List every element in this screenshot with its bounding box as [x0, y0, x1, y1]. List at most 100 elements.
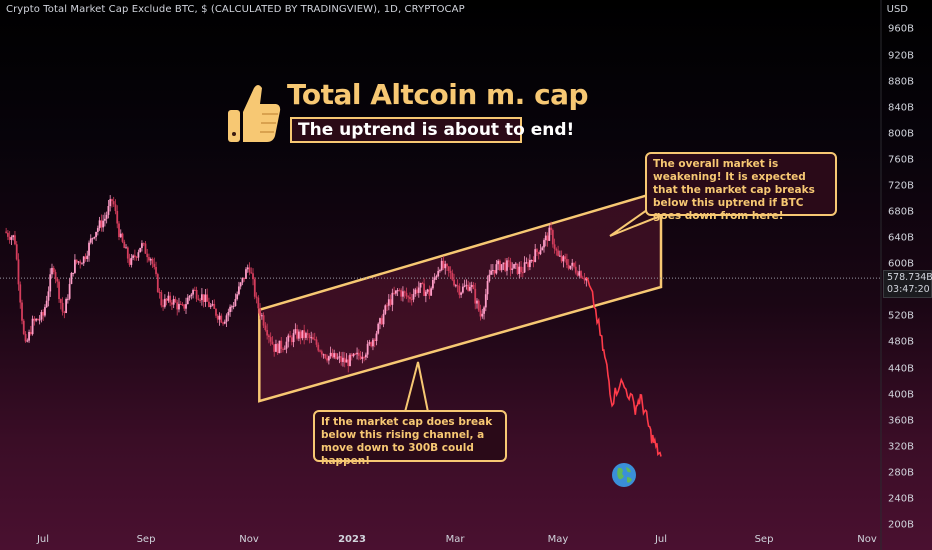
candle-body: [105, 214, 108, 219]
candle-body: [5, 231, 8, 233]
candle-body: [412, 294, 415, 300]
candle-body: [463, 285, 466, 287]
note-bottom: If the market cap does break below this …: [313, 410, 507, 467]
candle-body: [511, 268, 514, 271]
time-tick-label: Jul: [654, 534, 668, 545]
candle-body: [460, 292, 463, 295]
price-tick-label: 400B: [888, 389, 914, 401]
candle-body: [38, 319, 41, 321]
time-tick-label: Jul: [36, 534, 50, 545]
candle-body: [144, 243, 147, 254]
candle-body: [350, 354, 353, 357]
candle-body: [444, 263, 447, 269]
candle-body: [557, 250, 560, 256]
candle-body: [317, 344, 320, 351]
candle-body: [580, 271, 582, 278]
candle-body: [470, 284, 473, 287]
candle-body: [280, 340, 283, 349]
candle-body: [141, 243, 143, 248]
candle-body: [320, 351, 323, 355]
candle-body: [24, 334, 27, 342]
candle-body: [361, 357, 364, 359]
candle-body: [354, 353, 357, 355]
candle-body: [220, 315, 223, 323]
candle-body: [252, 273, 254, 280]
candle-body: [289, 335, 291, 338]
candle-body: [52, 267, 55, 273]
candle-body: [349, 354, 351, 367]
candle-body: [424, 291, 427, 296]
candle-body: [142, 243, 145, 245]
note-right: The overall market is weakening! It is e…: [645, 152, 837, 222]
candle-body: [17, 259, 20, 285]
candle-body: [12, 235, 15, 238]
candle-body: [409, 296, 411, 300]
candle-body: [546, 235, 549, 241]
candle-body: [82, 256, 85, 264]
candle-body: [387, 299, 390, 306]
candle-body: [81, 263, 83, 265]
candle-body: [100, 220, 103, 228]
candle-body: [70, 273, 73, 284]
candle-body: [551, 230, 554, 245]
price-tick-label: 320B: [888, 441, 914, 453]
candle-body: [234, 299, 237, 306]
candle-body: [336, 357, 339, 359]
candle-body: [493, 270, 496, 274]
candle-body: [271, 341, 274, 345]
candle-body: [379, 318, 381, 324]
candle-body: [495, 264, 498, 274]
candle-body: [112, 201, 115, 205]
candle-body: [125, 247, 127, 249]
candle-body: [394, 290, 397, 294]
candle-body: [146, 253, 149, 258]
candle-body: [118, 223, 120, 238]
candle-body: [84, 256, 87, 259]
price-tick-label: 520B: [888, 310, 914, 322]
candle-body: [139, 247, 142, 253]
candle-body: [236, 294, 239, 300]
candle-body: [410, 299, 413, 301]
price-tick-label: 280B: [888, 467, 914, 479]
candle-body: [123, 241, 126, 249]
candle-body: [121, 233, 124, 242]
candle-body: [513, 264, 515, 269]
price-tick-label: 440B: [888, 363, 914, 375]
candle-body: [130, 257, 133, 265]
candle-body: [528, 260, 531, 268]
candle-body: [516, 263, 519, 274]
candle-body: [502, 262, 505, 265]
candle-body: [49, 274, 52, 292]
candle-body: [54, 272, 57, 279]
candle-body: [569, 265, 572, 269]
candle-body: [204, 294, 207, 302]
candle-body: [278, 340, 281, 354]
candle-body: [68, 283, 71, 299]
candle-body: [315, 339, 318, 345]
time-tick-label: Nov: [857, 534, 877, 545]
candle-body: [223, 321, 226, 324]
candle-body: [31, 318, 34, 335]
candle-body: [160, 292, 163, 306]
candle-body: [36, 318, 39, 321]
candle-body: [239, 282, 242, 287]
candle-body: [532, 260, 535, 262]
thumbs-up-icon: [228, 85, 281, 142]
candle-body: [253, 279, 256, 297]
candle-body: [530, 260, 533, 262]
time-tick-label: May: [547, 534, 569, 545]
candle-body: [521, 272, 524, 274]
candle-body: [324, 354, 327, 359]
candle-body: [22, 320, 25, 335]
candle-body: [393, 292, 396, 294]
candle-body: [417, 287, 420, 293]
candle-body: [33, 318, 36, 321]
symbol-title: Crypto Total Market Cap Exclude BTC, $ (…: [6, 4, 465, 15]
candle-body: [377, 323, 380, 334]
candle-body: [208, 301, 210, 307]
candle-body: [149, 258, 152, 261]
candle-body: [359, 355, 362, 359]
candle-body: [576, 272, 579, 276]
candle-body: [400, 290, 403, 297]
